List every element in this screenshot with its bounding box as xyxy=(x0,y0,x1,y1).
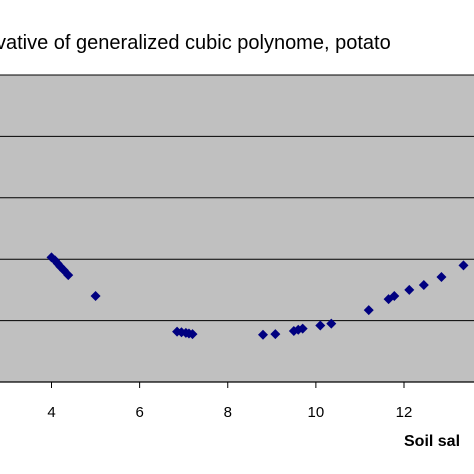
plot-background xyxy=(0,75,474,382)
x-tick-label: 6 xyxy=(135,404,143,421)
data-point xyxy=(404,284,415,295)
chart-title: vative of generalized cubic polynome, po… xyxy=(0,32,391,54)
x-axis-label: Soil sal xyxy=(404,433,460,450)
data-point xyxy=(270,329,281,340)
gridlines xyxy=(0,74,474,322)
data-point xyxy=(418,279,429,290)
data-point xyxy=(458,260,469,271)
data-points xyxy=(46,252,469,340)
x-tick-label: 12 xyxy=(396,404,413,421)
data-point xyxy=(326,318,337,329)
data-point xyxy=(297,323,308,334)
x-axis-ticks: 4 6 8 10 12 xyxy=(47,382,412,421)
data-point xyxy=(187,329,198,340)
x-tick-label: 4 xyxy=(47,404,55,421)
data-point xyxy=(389,291,400,302)
x-tick-label: 10 xyxy=(308,404,325,421)
data-point xyxy=(315,320,326,331)
data-point xyxy=(363,305,374,316)
data-point xyxy=(63,270,74,281)
data-point xyxy=(90,291,101,302)
data-point xyxy=(258,329,268,340)
x-tick-label: 8 xyxy=(224,404,232,421)
data-point xyxy=(436,272,447,283)
